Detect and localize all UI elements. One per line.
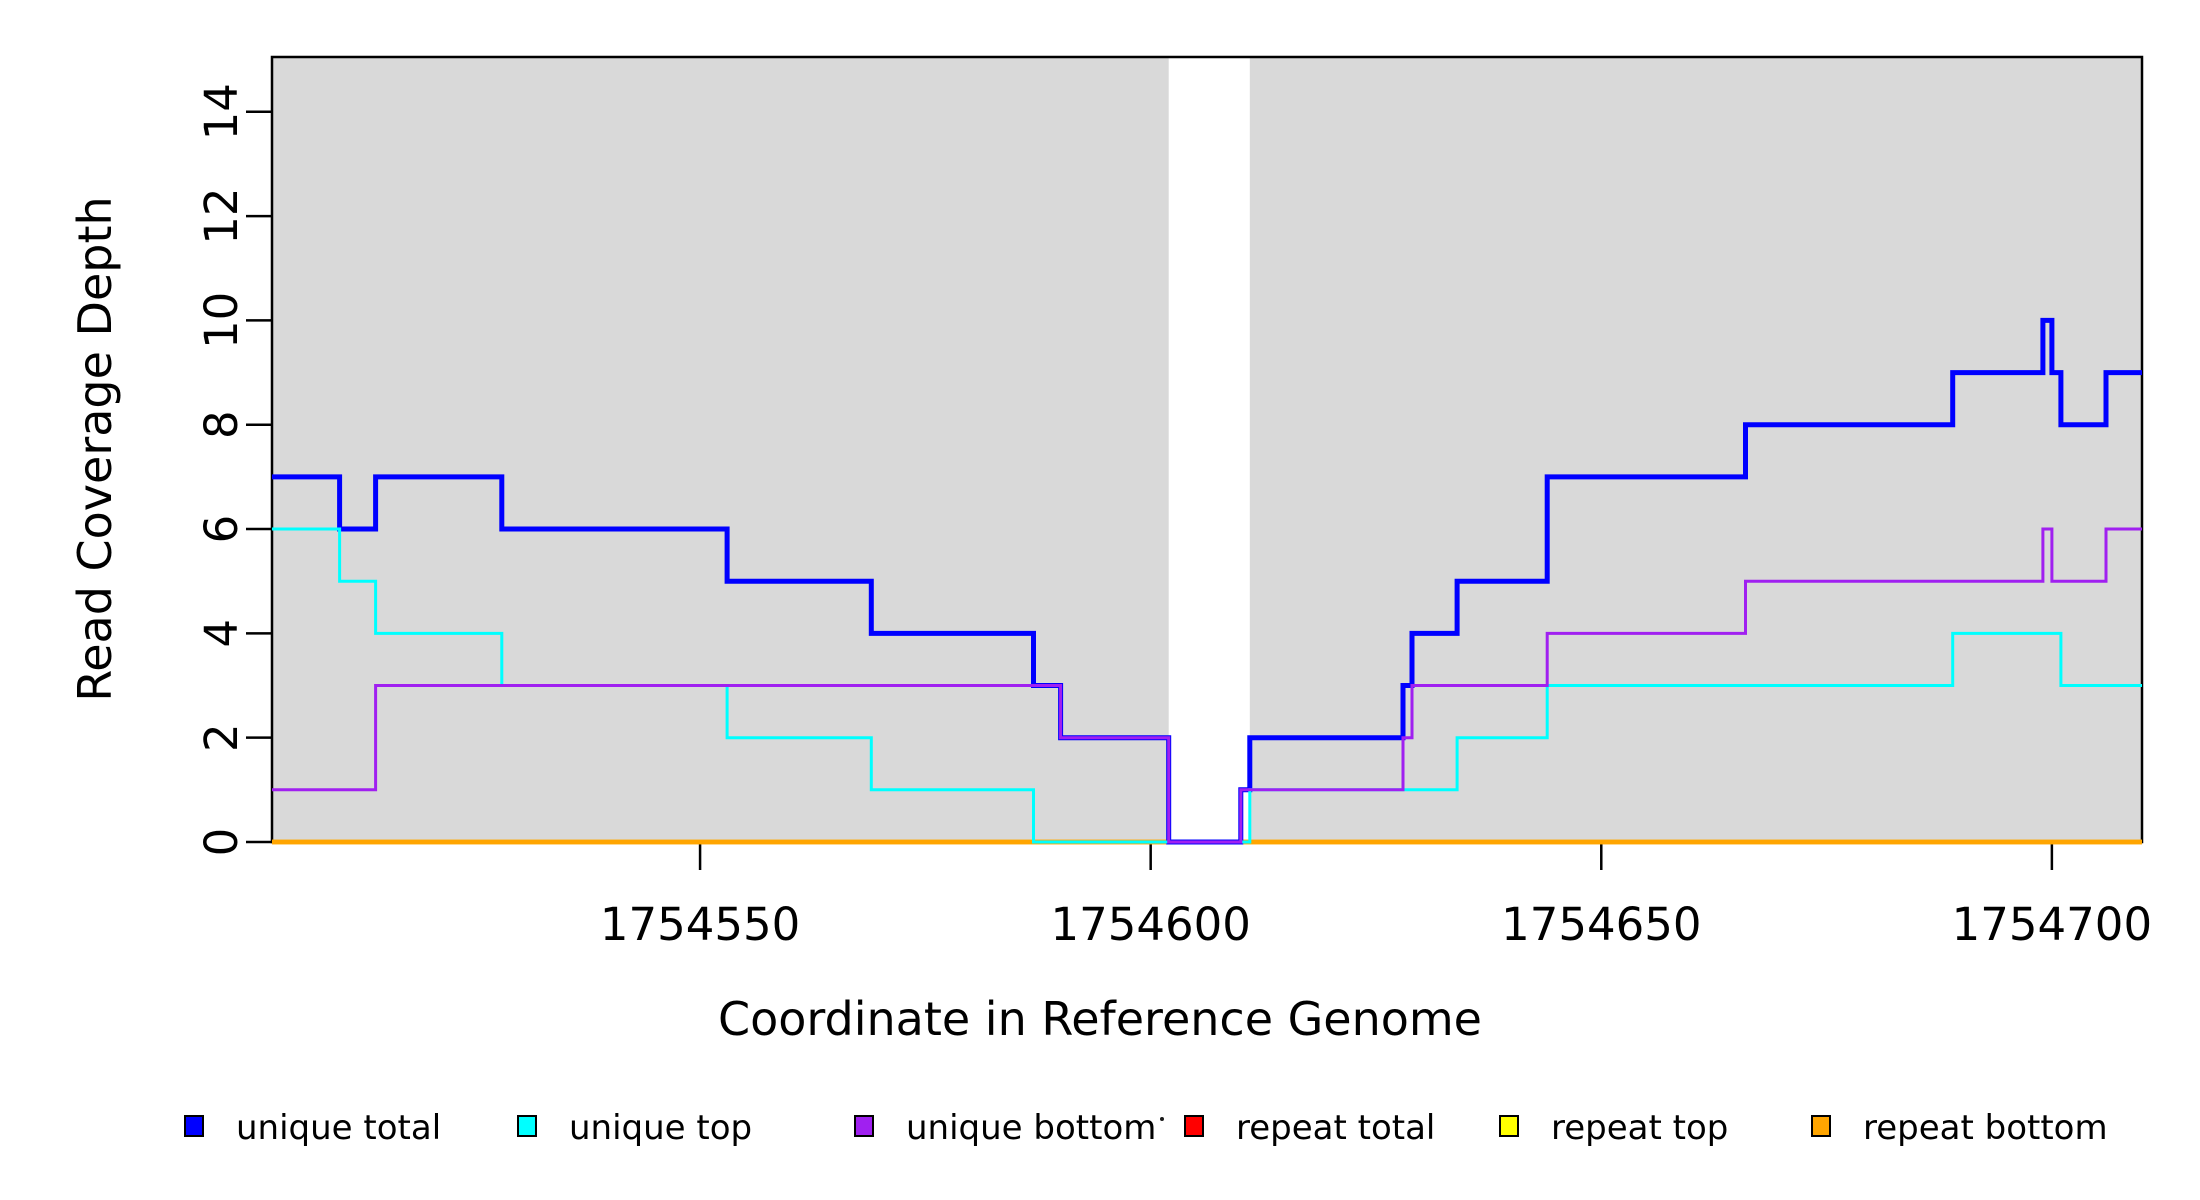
legend-label: unique bottom bbox=[906, 1108, 1157, 1148]
legend-label: repeat total bbox=[1236, 1108, 1436, 1148]
zero-coverage-gap-rect bbox=[1168, 57, 1250, 842]
repeat-bottom-swatch-icon bbox=[1811, 1115, 1831, 1137]
legend: unique total unique top unique bottom re… bbox=[0, 1106, 2200, 1166]
plot-background bbox=[272, 57, 2142, 842]
x-tick-label: 1754600 bbox=[1050, 898, 1250, 951]
y-axis-title: Read Coverage Depth bbox=[68, 196, 122, 702]
y-tick-label: 10 bbox=[195, 292, 248, 349]
series-line-unique-bottom bbox=[272, 527, 2142, 844]
y-axis: 0 2 4 6 8 10 12 14 bbox=[195, 83, 272, 856]
y-tick-label: 0 bbox=[195, 828, 248, 857]
legend-label: repeat bottom bbox=[1863, 1108, 2108, 1148]
unique-bottom-swatch-icon bbox=[854, 1115, 874, 1137]
legend-label: unique top bbox=[569, 1108, 753, 1148]
repeat-top-swatch-icon bbox=[1499, 1115, 1519, 1137]
y-tick-label: 14 bbox=[195, 83, 248, 140]
series-line-unique-top bbox=[272, 527, 2142, 844]
y-tick-label: 2 bbox=[195, 723, 248, 752]
x-tick-label: 1754550 bbox=[600, 898, 800, 951]
legend-label: unique total bbox=[236, 1108, 442, 1148]
unique-top-swatch-icon bbox=[517, 1115, 537, 1137]
repeat-total-swatch-icon bbox=[1184, 1115, 1204, 1137]
y-tick-label: 6 bbox=[195, 515, 248, 544]
series-line-unique-total bbox=[272, 317, 2142, 845]
y-tick-label: 8 bbox=[195, 410, 248, 439]
x-tick-label: 1754700 bbox=[1952, 898, 2152, 951]
y-tick-label: 12 bbox=[195, 187, 248, 244]
stray-dot bbox=[1160, 1117, 1164, 1121]
y-tick-label: 4 bbox=[195, 619, 248, 648]
x-axis-title: Coordinate in Reference Genome bbox=[718, 992, 1482, 1046]
legend-label: repeat top bbox=[1551, 1108, 1729, 1148]
x-axis: 1754550 1754600 1754650 1754700 bbox=[600, 842, 2152, 951]
x-tick-label: 1754650 bbox=[1501, 898, 1701, 951]
unique-total-swatch-icon bbox=[184, 1115, 204, 1137]
series-lines bbox=[272, 317, 2142, 845]
